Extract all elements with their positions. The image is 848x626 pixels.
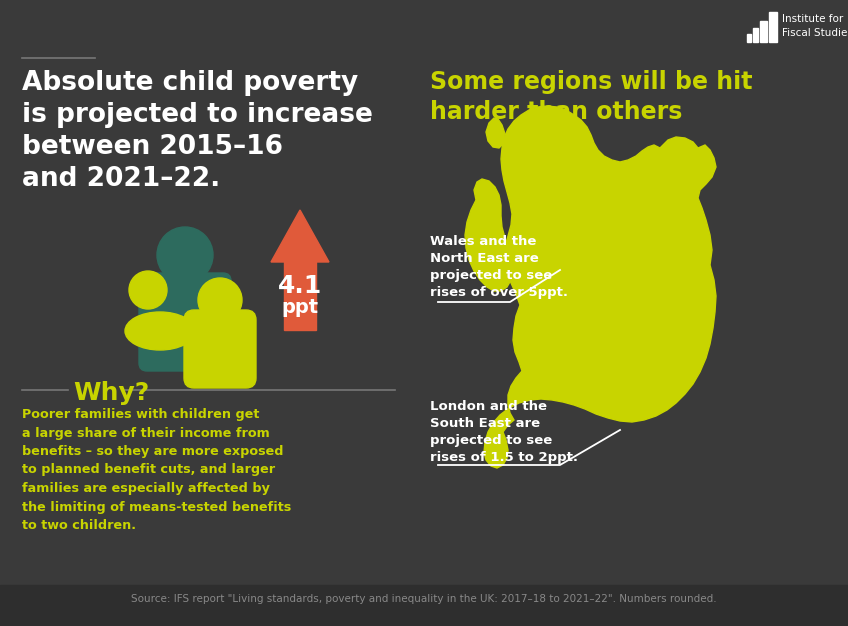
- Polygon shape: [484, 106, 716, 468]
- Bar: [0, 585, 848, 626]
- Bar: [760, 21, 767, 42]
- Bar: [747, 34, 751, 42]
- Bar: [769, 12, 777, 42]
- FancyBboxPatch shape: [139, 273, 231, 371]
- Polygon shape: [271, 210, 329, 262]
- Bar: [284, 260, 316, 330]
- Text: Absolute child poverty
is projected to increase
between 2015–16
and 2021–22.: Absolute child poverty is projected to i…: [22, 70, 373, 192]
- Text: Source: IFS report "Living standards, poverty and inequality in the UK: 2017–18 : Source: IFS report "Living standards, po…: [131, 594, 717, 604]
- Ellipse shape: [125, 312, 195, 350]
- Polygon shape: [465, 179, 513, 291]
- Text: London and the
South East are
projected to see
rises of 1.5 to 2ppt.: London and the South East are projected …: [430, 400, 578, 464]
- Text: Why?: Why?: [73, 381, 149, 405]
- Bar: [753, 28, 758, 42]
- FancyBboxPatch shape: [184, 310, 256, 388]
- Text: Institute for
Fiscal Studies: Institute for Fiscal Studies: [782, 14, 848, 38]
- Text: ppt: ppt: [282, 298, 319, 317]
- Circle shape: [198, 278, 242, 322]
- Text: 4.1: 4.1: [278, 274, 322, 298]
- Text: Wales and the
North East are
projected to see
rises of over 5ppt.: Wales and the North East are projected t…: [430, 235, 568, 299]
- Polygon shape: [486, 118, 505, 148]
- Text: Some regions will be hit
harder than others: Some regions will be hit harder than oth…: [430, 70, 752, 124]
- Text: Poorer families with children get
a large share of their income from
benefits – : Poorer families with children get a larg…: [22, 408, 291, 532]
- Circle shape: [129, 271, 167, 309]
- Circle shape: [157, 227, 213, 283]
